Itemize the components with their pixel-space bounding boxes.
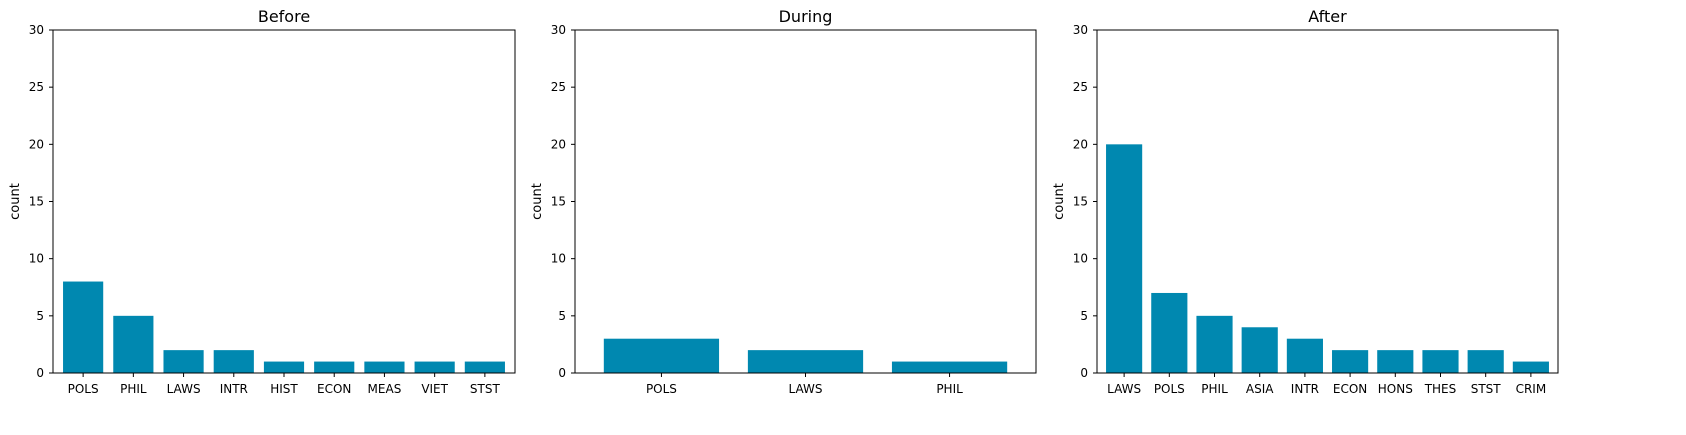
- x-tick-label: STST: [1471, 382, 1502, 396]
- y-axis-ticks: 0 5 10 15 20 25 30: [1073, 23, 1097, 380]
- y-tick-label: 10: [29, 252, 44, 266]
- x-tick-label: INTR: [220, 382, 248, 396]
- y-tick-label: 30: [551, 23, 566, 37]
- bar-pols: [63, 281, 104, 373]
- x-tick-label: PHIL: [936, 382, 963, 396]
- x-tick-label: ECON: [1333, 382, 1367, 396]
- bar-laws: [747, 350, 864, 373]
- x-tick-label: LAWS: [1107, 382, 1141, 396]
- y-tick-label: 20: [1073, 137, 1088, 151]
- x-tick-label: CRIM: [1516, 382, 1547, 396]
- bar-stst: [464, 361, 505, 373]
- y-tick-label: 30: [29, 23, 44, 37]
- y-tick-label: 30: [1073, 23, 1088, 37]
- bar-meas: [364, 361, 405, 373]
- chart-panel-before: Before count POLS PHIL LAWS INTR HIST ECON MEA…: [8, 7, 516, 396]
- y-tick-label: 5: [1080, 309, 1088, 323]
- y-axis-ticks: 0 5 10 15 20 25 30: [29, 23, 53, 380]
- y-axis-label: count: [530, 183, 545, 220]
- bar-phil: [891, 361, 1008, 373]
- chart-title: Before: [258, 7, 310, 26]
- bar-pols: [1151, 292, 1188, 373]
- bar-intr: [213, 350, 254, 373]
- x-tick-label: ECON: [317, 382, 351, 396]
- x-tick-label: LAWS: [167, 382, 201, 396]
- bar-stst: [1467, 350, 1504, 373]
- x-axis-ticks: POLS PHIL LAWS INTR HIST ECON MEAS VIET STST: [68, 373, 501, 396]
- bar-laws: [1106, 144, 1143, 373]
- bar-series: [1106, 144, 1549, 373]
- bar-thes: [1422, 350, 1459, 373]
- y-tick-label: 25: [551, 80, 566, 94]
- x-tick-label: HIST: [270, 382, 298, 396]
- y-tick-label: 15: [1073, 195, 1088, 209]
- y-axis-ticks: 0 5 10 15 20 25 30: [551, 23, 575, 380]
- bar-econ: [314, 361, 355, 373]
- plot-frame: [52, 29, 516, 374]
- x-axis-ticks: LAWS POLS PHIL ASIA INTR ECON HONS THES STST CRIM: [1107, 373, 1546, 396]
- x-tick-label: HONS: [1378, 382, 1413, 396]
- chart-panel-during: During count POLS LAWS PHIL 0 5 10 15 20 25 30: [530, 7, 1037, 396]
- plot-frame: [574, 29, 1037, 374]
- x-tick-label: PHIL: [120, 382, 147, 396]
- y-tick-label: 10: [1073, 252, 1088, 266]
- bar-hist: [263, 361, 305, 373]
- x-tick-label: POLS: [1154, 382, 1185, 396]
- y-tick-label: 20: [551, 137, 566, 151]
- y-tick-label: 25: [29, 80, 44, 94]
- x-tick-label: PHIL: [1201, 382, 1228, 396]
- bar-phil: [1196, 315, 1233, 373]
- bar-econ: [1332, 350, 1369, 373]
- x-tick-label: VIET: [421, 382, 448, 396]
- y-tick-label: 5: [36, 309, 44, 323]
- x-tick-label: LAWS: [789, 382, 823, 396]
- x-tick-label: ASIA: [1246, 382, 1274, 396]
- x-tick-label: THES: [1424, 382, 1457, 396]
- x-tick-label: POLS: [646, 382, 677, 396]
- y-tick-label: 0: [558, 366, 566, 380]
- x-tick-label: MEAS: [368, 382, 402, 396]
- bar-series: [63, 281, 505, 373]
- chart-panel-after: After count LAWS POLS PHIL ASIA INTR ECON HONS…: [1052, 7, 1559, 396]
- bar-intr: [1286, 338, 1323, 373]
- bar-laws: [163, 350, 204, 373]
- plot-frame: [1096, 29, 1559, 374]
- bar-hons: [1377, 350, 1414, 373]
- y-tick-label: 15: [551, 195, 566, 209]
- y-tick-label: 0: [36, 366, 44, 380]
- chart-title: After: [1308, 7, 1347, 26]
- y-tick-label: 0: [1080, 366, 1088, 380]
- y-axis-label: count: [1052, 183, 1067, 220]
- x-tick-label: INTR: [1291, 382, 1319, 396]
- y-tick-label: 20: [29, 137, 44, 151]
- bar-pols: [603, 338, 720, 373]
- y-tick-label: 15: [29, 195, 44, 209]
- y-tick-label: 5: [558, 309, 566, 323]
- y-axis-label: count: [8, 183, 23, 220]
- bar-crim: [1512, 361, 1549, 373]
- chart-title: During: [779, 7, 833, 26]
- bar-asia: [1241, 327, 1278, 373]
- x-axis-ticks: POLS LAWS PHIL: [646, 373, 963, 396]
- y-tick-label: 25: [1073, 80, 1088, 94]
- x-tick-label: POLS: [68, 382, 99, 396]
- y-tick-label: 10: [551, 252, 566, 266]
- bar-phil: [113, 315, 154, 373]
- x-tick-label: STST: [470, 382, 501, 396]
- bar-viet: [414, 361, 455, 373]
- bar-series: [603, 338, 1008, 373]
